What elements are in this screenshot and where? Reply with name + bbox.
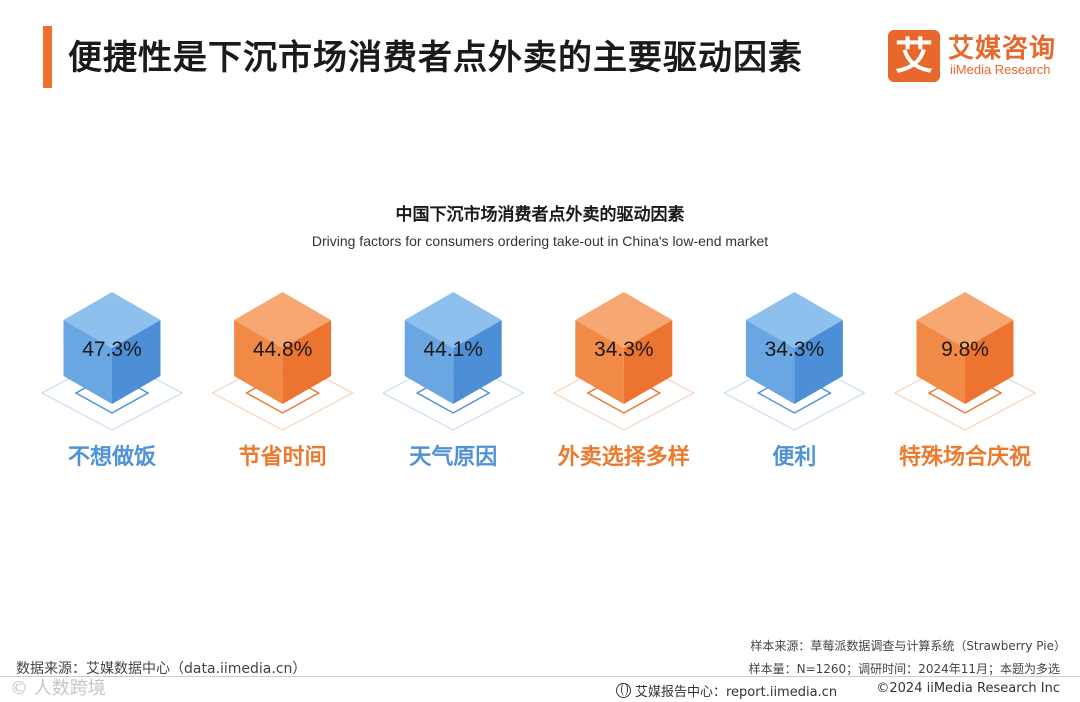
report-center-text: 艾媒报告中心：report.iimedia.cn	[635, 685, 838, 700]
cube-left-face	[234, 320, 283, 404]
category-label: 便利	[772, 445, 816, 470]
cube-right-face	[282, 320, 332, 404]
cube-left-face	[404, 320, 454, 404]
report-center-link[interactable]: 艾媒报告中心：report.iimedia.cn	[616, 681, 837, 700]
cube-left-face	[916, 320, 965, 404]
data-source-note: 数据来源：艾媒数据中心（data.iimedia.cn）	[16, 661, 307, 677]
value-label: 34.3%	[765, 338, 825, 361]
sample-size-note: 样本量：N=1260；调研时间：2024年11月；本题为多选	[748, 662, 1060, 676]
value-label: 47.3%	[82, 338, 142, 361]
globe-icon	[616, 683, 631, 698]
category-label: 特殊场合庆祝	[899, 444, 1031, 470]
value-label: 34.3%	[594, 338, 654, 361]
category-label: 节省时间	[239, 445, 327, 470]
sample-source-note: 样本来源：草莓派数据调查与计算系统（Strawberry Pie）	[750, 639, 1066, 653]
base-diamond-outer	[893, 355, 1037, 431]
cube-right-face	[794, 320, 843, 404]
title-accent-bar	[43, 26, 52, 88]
chart-title: 中国下沉市场消费者点外卖的驱动因素	[395, 205, 685, 225]
cube-right-face	[453, 320, 502, 404]
cube-left-face	[575, 320, 624, 404]
cube-right-face	[623, 320, 673, 404]
value-label: 9.8%	[941, 338, 989, 361]
cube-right-face	[965, 320, 1014, 404]
cube-left-face	[63, 320, 112, 404]
base-diamond-outer	[381, 355, 525, 431]
category-label: 外卖选择多样	[558, 444, 690, 470]
cube-left-face	[745, 320, 795, 404]
footer-divider	[0, 676, 1080, 677]
copyright-note: ©2024 iiMedia Research Inc	[876, 681, 1060, 696]
base-diamond-outer	[40, 355, 184, 431]
cube-top-face	[234, 292, 332, 348]
base-diamond-outer	[723, 355, 866, 431]
chart-subtitle: Driving factors for consumers ordering t…	[311, 233, 769, 249]
iimedia-logo: 艾 艾媒咨询 iiMedia Research	[888, 30, 1058, 82]
cube-right-face	[112, 320, 161, 404]
value-label: 44.1%	[423, 338, 483, 361]
page-title: 便捷性是下沉市场消费者点外卖的主要驱动因素	[68, 38, 803, 78]
hexagon-chart: 47.3% 不想做饭 44.8% 节省时间 44.1% 天气原因 34.3% 外卖选择多样 34…	[40, 292, 1037, 470]
category-label: 不想做饭	[68, 444, 156, 470]
logo-mark: 艾	[888, 30, 940, 82]
base-diamond-outer	[211, 355, 354, 431]
logo-en-text: iiMedia Research	[950, 62, 1051, 77]
cube-top-face	[404, 292, 502, 348]
logo-cn-text: 艾媒咨询	[948, 34, 1057, 64]
category-label: 天气原因	[409, 444, 497, 470]
base-diamond-outer	[552, 355, 696, 431]
watermark: © 人数跨境	[10, 678, 106, 699]
value-label: 44.8%	[253, 338, 313, 361]
